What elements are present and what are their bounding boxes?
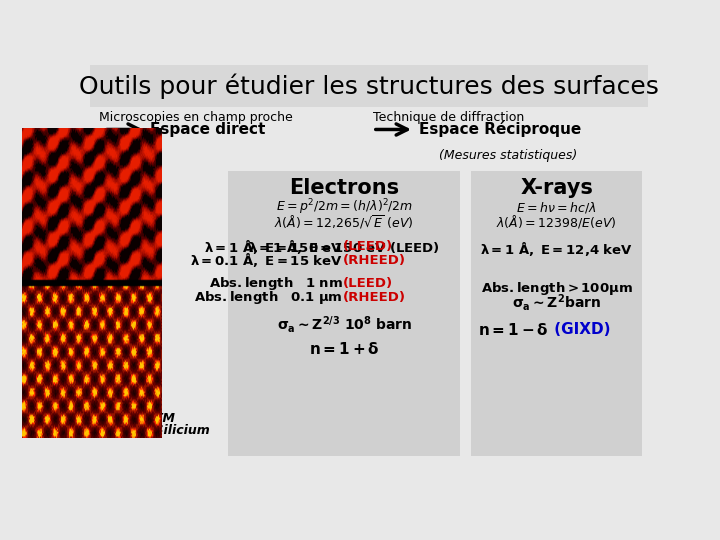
Text: $\mathbf{n=1+\delta}$: $\mathbf{n=1+\delta}$ [309, 341, 379, 357]
Text: (RHEED): (RHEED) [343, 254, 405, 267]
Text: $\mathbf{\sigma_a \sim Z^2 barn}$: $\mathbf{\sigma_a \sim Z^2 barn}$ [512, 292, 601, 313]
Text: $\mathbf{\sigma_a \sim Z^{2/3}\ 10^8\ barn}$: $\mathbf{\sigma_a \sim Z^{2/3}\ 10^8\ ba… [276, 314, 412, 335]
Text: $\mathbf{\mathit{E=h\nu=hc/\lambda}}$: $\mathbf{\mathit{E=h\nu=hc/\lambda}}$ [516, 200, 597, 215]
Text: Microscopies en champ proche: Microscopies en champ proche [99, 111, 293, 124]
Text: $\mathbf{\lambda=1\ \AA,\ E=12{,}4\ keV}$: $\mathbf{\lambda=1\ \AA,\ E=12{,}4\ keV}… [480, 240, 633, 258]
Text: (RHEED): (RHEED) [343, 291, 405, 304]
Text: Technique de diffraction: Technique de diffraction [373, 111, 524, 124]
Text: $\mathbf{Abs.length\ \ \ 0.1\ \mu m\ }$: $\mathbf{Abs.length\ \ \ 0.1\ \mu m\ }$ [194, 289, 343, 306]
Text: $\mathbf{Abs.length > 100\mu m}$: $\mathbf{Abs.length > 100\mu m}$ [481, 280, 632, 298]
Text: $\mathbf{Abs.length\ \ \ 1\ nm\ }$: $\mathbf{Abs.length\ \ \ 1\ nm\ }$ [209, 275, 343, 292]
Text: $\mathbf{\lambda=1\ \AA,\ E=150\ eV\ }$(LEED): $\mathbf{\lambda=1\ \AA,\ E=150\ eV\ }$(… [248, 238, 440, 255]
Bar [228, 171, 461, 456]
Text: Espace Réciproque: Espace Réciproque [418, 122, 581, 138]
Text: STM: STM [146, 413, 176, 426]
Text: (Mesures statistiques): (Mesures statistiques) [439, 149, 577, 162]
Text: Electrons: Electrons [289, 178, 400, 198]
Text: Espace direct: Espace direct [150, 122, 266, 137]
Text: $\mathbf{\mathit{\lambda(\AA)=12398/E(eV)}}$: $\mathbf{\mathit{\lambda(\AA)=12398/E(eV… [496, 213, 617, 231]
Text: $\mathbf{n= 1-\delta\ \ }$: $\mathbf{n= 1-\delta\ \ }$ [478, 322, 549, 338]
Bar [90, 65, 648, 107]
Text: $\mathbf{\lambda=0.1\ \AA,\ E=15\ keV\ }$: $\mathbf{\lambda=0.1\ \AA,\ E=15\ keV\ }… [190, 252, 343, 269]
Text: (GIXD): (GIXD) [549, 322, 611, 337]
Text: (LEED): (LEED) [343, 277, 393, 290]
Text: Outils pour étudier les structures des surfaces: Outils pour étudier les structures des s… [79, 73, 659, 99]
Bar [472, 171, 642, 456]
Text: (LEED): (LEED) [343, 240, 393, 253]
Text: X-rays: X-rays [520, 178, 593, 198]
Text: $\mathbf{\mathit{E=p^2/2m = (h/\lambda)^2/2m}}$: $\mathbf{\mathit{E=p^2/2m = (h/\lambda)^… [276, 198, 413, 217]
Text: $\mathbf{\lambda=1\ \AA,\ E=150\ eV\ }$: $\mathbf{\lambda=1\ \AA,\ E=150\ eV\ }$ [204, 238, 343, 255]
Text: $\mathbf{\mathit{\lambda(\AA)=12{,}265/\sqrt{E}\ (eV)}}$: $\mathbf{\mathit{\lambda(\AA)=12{,}265/\… [274, 213, 414, 231]
Text: (7x7) Silicium: (7x7) Silicium [113, 424, 210, 437]
